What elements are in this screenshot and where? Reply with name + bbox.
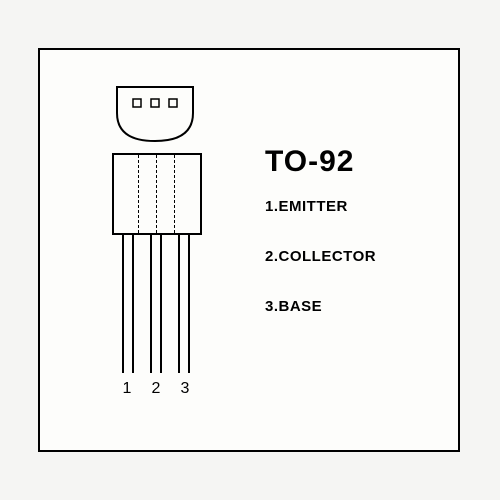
pin-number-2: 2 xyxy=(146,380,166,398)
package-front-view xyxy=(112,153,202,235)
pin-3 xyxy=(178,233,190,373)
package-title: TO-92 xyxy=(265,145,354,179)
pin-number-3: 3 xyxy=(175,380,195,398)
pin-label-3: 3.BASE xyxy=(265,298,322,315)
pin-label-3-name: BASE xyxy=(279,298,323,315)
package-top-view xyxy=(115,85,195,143)
pin-label-2-num: 2 xyxy=(265,248,274,265)
pin-label-2-name: COLLECTOR xyxy=(279,248,377,265)
pin-number-1: 1 xyxy=(117,380,137,398)
pin-label-2: 2.COLLECTOR xyxy=(265,248,376,265)
pin-label-1-name: EMITTER xyxy=(279,198,348,215)
pin-2 xyxy=(150,233,162,373)
pin-label-1-num: 1 xyxy=(265,198,274,215)
pin-label-3-num: 3 xyxy=(265,298,274,315)
pin-axis-3 xyxy=(174,155,175,233)
pin-label-1: 1.EMITTER xyxy=(265,198,348,215)
pin-axis-1 xyxy=(138,155,139,233)
diagram-frame: 1 2 3 TO-92 1.EMITTER 2.COLLECTOR 3.BASE xyxy=(38,48,460,452)
pin-1 xyxy=(122,233,134,373)
pin-axis-2 xyxy=(156,155,157,233)
